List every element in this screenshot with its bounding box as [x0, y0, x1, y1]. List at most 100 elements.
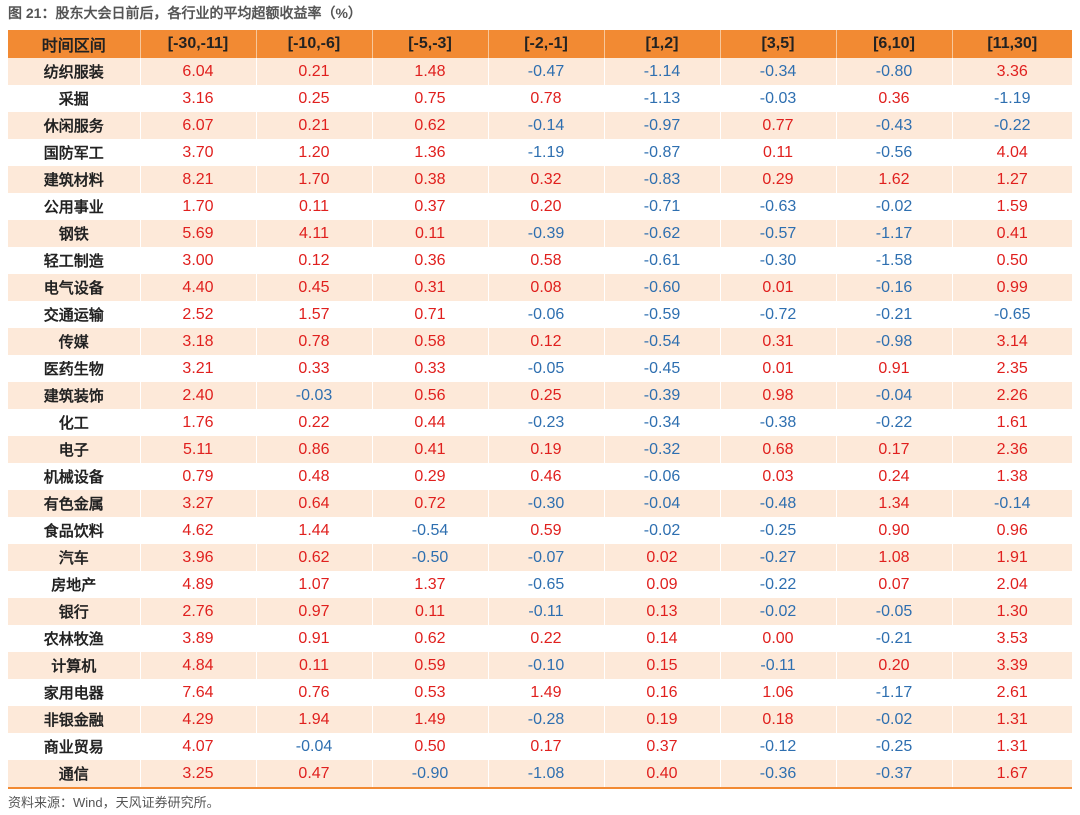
table-row: 纺织服装 6.04 0.21 1.48 -0.47 -1.14 -0.34 -0.80 3.36	[8, 58, 1072, 85]
figure-title: 图 21：股东大会日前后，各行业的平均超额收益率（%）	[8, 5, 362, 21]
table-row: 通信 3.25 0.47 -0.90 -1.08 0.40 -0.36 -0.37 1.67	[8, 760, 1072, 789]
return-value-cell: -0.34	[720, 58, 837, 85]
return-value-cell: 0.46	[488, 463, 605, 490]
return-value-cell: -0.60	[604, 274, 721, 301]
column-header-interval: [3,5]	[720, 30, 837, 58]
return-value-cell: 3.39	[952, 652, 1072, 679]
return-value-cell: 1.94	[256, 706, 373, 733]
return-value-cell: 1.59	[952, 193, 1072, 220]
return-value-cell: -0.47	[488, 58, 605, 85]
return-value-cell: 0.20	[836, 652, 953, 679]
return-value-cell: 1.36	[372, 139, 489, 166]
return-value-cell: -0.98	[836, 328, 953, 355]
return-value-cell: 0.17	[836, 436, 953, 463]
return-value-cell: -0.22	[836, 409, 953, 436]
return-value-cell: 0.44	[372, 409, 489, 436]
return-value-cell: 0.62	[256, 544, 373, 571]
return-value-cell: -1.17	[836, 679, 953, 706]
return-value-cell: 8.21	[140, 166, 257, 193]
return-value-cell: 1.30	[952, 598, 1072, 625]
return-value-cell: 3.25	[140, 760, 257, 789]
table-row: 交通运输 2.52 1.57 0.71 -0.06 -0.59 -0.72 -0.21 -0.6…	[8, 301, 1072, 328]
return-value-cell: 0.48	[256, 463, 373, 490]
table-row: 农林牧渔 3.89 0.91 0.62 0.22 0.14 0.00 -0.21 3.53	[8, 625, 1072, 652]
return-value-cell: -0.21	[836, 301, 953, 328]
return-value-cell: 6.04	[140, 58, 257, 85]
industry-name: 交通运输	[8, 301, 141, 328]
return-value-cell: 0.11	[256, 652, 373, 679]
column-header-interval: [-30,-11]	[140, 30, 257, 58]
return-value-cell: -0.38	[720, 409, 837, 436]
table-row: 公用事业 1.70 0.11 0.37 0.20 -0.71 -0.63 -0.02 1.59	[8, 193, 1072, 220]
table-row: 银行 2.76 0.97 0.11 -0.11 0.13 -0.02 -0.05 1.30	[8, 598, 1072, 625]
return-value-cell: -0.06	[604, 463, 721, 490]
return-value-cell: 3.18	[140, 328, 257, 355]
return-value-cell: -0.32	[604, 436, 721, 463]
return-value-cell: 0.79	[140, 463, 257, 490]
return-value-cell: 1.07	[256, 571, 373, 598]
return-value-cell: -1.13	[604, 85, 721, 112]
return-value-cell: -0.02	[604, 517, 721, 544]
table-row: 食品饮料 4.62 1.44 -0.54 0.59 -0.02 -0.25 0.90 0.96	[8, 517, 1072, 544]
return-value-cell: 0.02	[604, 544, 721, 571]
return-value-cell: 1.62	[836, 166, 953, 193]
return-value-cell: -0.21	[836, 625, 953, 652]
return-value-cell: -0.30	[720, 247, 837, 274]
return-value-cell: 1.70	[140, 193, 257, 220]
return-value-cell: 3.16	[140, 85, 257, 112]
return-value-cell: 2.04	[952, 571, 1072, 598]
return-value-cell: 2.26	[952, 382, 1072, 409]
return-value-cell: -0.57	[720, 220, 837, 247]
return-value-cell: -0.03	[256, 382, 373, 409]
industry-name: 房地产	[8, 571, 141, 598]
return-value-cell: 3.21	[140, 355, 257, 382]
return-value-cell: -0.10	[488, 652, 605, 679]
return-value-cell: 0.17	[488, 733, 605, 760]
return-value-cell: 6.07	[140, 112, 257, 139]
return-value-cell: -0.14	[488, 112, 605, 139]
return-value-cell: 4.40	[140, 274, 257, 301]
table-row: 非银金融 4.29 1.94 1.49 -0.28 0.19 0.18 -0.02 1.31	[8, 706, 1072, 733]
return-value-cell: -0.54	[604, 328, 721, 355]
table-row: 建筑材料 8.21 1.70 0.38 0.32 -0.83 0.29 1.62 1.27	[8, 166, 1072, 193]
industry-name: 国防军工	[8, 139, 141, 166]
return-value-cell: -0.07	[488, 544, 605, 571]
return-value-cell: 0.90	[836, 517, 953, 544]
return-value-cell: 0.53	[372, 679, 489, 706]
return-value-cell: 0.12	[488, 328, 605, 355]
return-value-cell: -1.08	[488, 760, 605, 789]
return-value-cell: 1.31	[952, 733, 1072, 760]
return-value-cell: -1.14	[604, 58, 721, 85]
return-value-cell: 0.40	[604, 760, 721, 789]
table-row: 家用电器 7.64 0.76 0.53 1.49 0.16 1.06 -1.17 2.61	[8, 679, 1072, 706]
return-value-cell: -0.04	[836, 382, 953, 409]
industry-name: 休闲服务	[8, 112, 141, 139]
return-value-cell: 0.99	[952, 274, 1072, 301]
return-value-cell: 0.22	[256, 409, 373, 436]
industry-name: 家用电器	[8, 679, 141, 706]
return-value-cell: 1.34	[836, 490, 953, 517]
table-row: 房地产 4.89 1.07 1.37 -0.65 0.09 -0.22 0.07 2.04	[8, 571, 1072, 598]
return-value-cell: 3.70	[140, 139, 257, 166]
return-value-cell: -0.12	[720, 733, 837, 760]
return-value-cell: -0.72	[720, 301, 837, 328]
return-value-cell: -0.22	[952, 112, 1072, 139]
return-value-cell: -0.90	[372, 760, 489, 789]
return-value-cell: 1.06	[720, 679, 837, 706]
return-value-cell: 0.11	[720, 139, 837, 166]
column-header-period: 时间区间	[8, 30, 141, 58]
return-value-cell: 0.41	[952, 220, 1072, 247]
return-value-cell: 0.19	[604, 706, 721, 733]
return-value-cell: 0.78	[488, 85, 605, 112]
return-value-cell: -0.02	[720, 598, 837, 625]
return-value-cell: -0.25	[720, 517, 837, 544]
return-value-cell: 4.11	[256, 220, 373, 247]
return-value-cell: 0.03	[720, 463, 837, 490]
return-value-cell: 0.19	[488, 436, 605, 463]
return-value-cell: -0.23	[488, 409, 605, 436]
return-value-cell: -0.16	[836, 274, 953, 301]
return-value-cell: 1.44	[256, 517, 373, 544]
return-value-cell: 0.37	[604, 733, 721, 760]
column-header-interval: [-10,-6]	[256, 30, 373, 58]
column-header-interval: [6,10]	[836, 30, 953, 58]
